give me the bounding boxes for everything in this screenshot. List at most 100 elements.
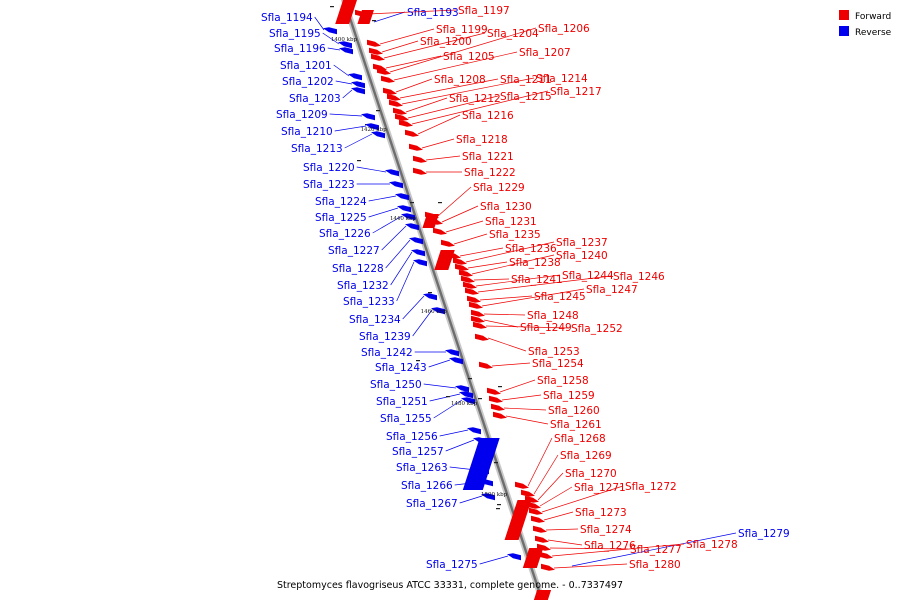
forward-gene-feature[interactable] <box>471 309 485 318</box>
reverse-gene-label[interactable]: Sfla_1251 <box>376 396 428 408</box>
forward-gene-block[interactable] <box>522 548 544 568</box>
reverse-gene-label[interactable]: Sfla_1232 <box>337 280 389 292</box>
reverse-gene-feature[interactable] <box>395 192 409 201</box>
forward-gene-feature[interactable] <box>387 93 401 102</box>
forward-gene-label[interactable]: Sfla_1261 <box>550 419 602 431</box>
forward-gene-label[interactable]: Sfla_1212 <box>449 93 501 105</box>
forward-gene-label[interactable]: Sfla_1206 <box>538 23 590 35</box>
forward-gene-label[interactable]: Sfla_1211 <box>500 74 552 86</box>
reverse-gene-label[interactable]: Sfla_1194 <box>261 12 313 24</box>
reverse-gene-feature[interactable] <box>351 86 365 95</box>
reverse-gene-label[interactable]: Sfla_1203 <box>289 93 341 105</box>
reverse-gene-feature[interactable] <box>351 80 365 89</box>
forward-gene-feature[interactable] <box>539 551 553 560</box>
forward-gene-feature[interactable] <box>469 301 483 310</box>
forward-gene-feature[interactable] <box>369 47 383 56</box>
forward-gene-label[interactable]: Sfla_1249 <box>520 322 572 334</box>
reverse-gene-feature[interactable] <box>365 122 379 131</box>
reverse-gene-label[interactable]: Sfla_1224 <box>315 196 367 208</box>
forward-gene-feature[interactable] <box>409 143 423 152</box>
reverse-gene-label[interactable]: Sfla_1228 <box>332 263 384 275</box>
forward-gene-feature[interactable] <box>393 107 407 116</box>
forward-gene-feature[interactable] <box>479 361 493 370</box>
forward-gene-feature[interactable] <box>515 481 529 490</box>
forward-gene-label[interactable]: Sfla_1238 <box>509 257 561 269</box>
reverse-gene-feature[interactable] <box>323 26 337 35</box>
reverse-gene-label[interactable]: Sfla_1223 <box>303 179 355 191</box>
reverse-gene-feature[interactable] <box>401 212 415 221</box>
reverse-gene-feature[interactable] <box>397 204 411 213</box>
forward-gene-label[interactable]: Sfla_1254 <box>532 358 584 370</box>
forward-gene-feature[interactable] <box>413 167 427 176</box>
reverse-gene-feature[interactable] <box>339 46 353 55</box>
forward-gene-label[interactable]: Sfla_1273 <box>575 507 627 519</box>
forward-gene-feature[interactable] <box>383 87 397 96</box>
forward-gene-label[interactable]: Sfla_1200 <box>420 36 472 48</box>
reverse-gene-label[interactable]: Sfla_1234 <box>349 314 401 326</box>
forward-gene-label[interactable]: Sfla_1258 <box>537 375 589 387</box>
forward-gene-label[interactable]: Sfla_1260 <box>548 405 600 417</box>
reverse-gene-feature[interactable] <box>348 72 362 81</box>
reverse-gene-label[interactable]: Sfla_1250 <box>370 379 422 391</box>
forward-gene-label[interactable]: Sfla_1236 <box>505 243 557 255</box>
reverse-gene-feature[interactable] <box>389 180 403 189</box>
reverse-gene-label[interactable]: Sfla_1201 <box>280 60 332 72</box>
forward-gene-label[interactable]: Sfla_1253 <box>528 346 580 358</box>
reverse-gene-feature[interactable] <box>445 348 459 357</box>
forward-gene-label[interactable]: Sfla_1270 <box>565 468 617 480</box>
forward-gene-feature[interactable] <box>535 535 549 544</box>
forward-gene-feature[interactable] <box>541 563 555 572</box>
forward-gene-feature[interactable] <box>533 525 547 534</box>
forward-gene-label[interactable]: Sfla_1248 <box>527 310 579 322</box>
reverse-gene-feature[interactable] <box>409 236 423 245</box>
forward-gene-block[interactable] <box>335 0 357 24</box>
reverse-gene-feature[interactable] <box>405 222 419 231</box>
forward-gene-feature[interactable] <box>527 501 541 510</box>
forward-gene-feature[interactable] <box>399 119 413 128</box>
forward-gene-label[interactable]: Sfla_1245 <box>534 291 586 303</box>
forward-gene-feature[interactable] <box>453 257 467 266</box>
forward-gene-label[interactable]: Sfla_1237 <box>556 237 608 249</box>
forward-gene-feature[interactable] <box>531 515 545 524</box>
forward-gene-label[interactable]: Sfla_1280 <box>629 559 681 571</box>
forward-gene-label[interactable]: Sfla_1274 <box>580 524 632 536</box>
reverse-gene-label[interactable]: Sfla_1193 <box>407 7 459 19</box>
forward-gene-label[interactable]: Sfla_1240 <box>556 250 608 262</box>
reverse-gene-label[interactable]: Sfla_1255 <box>380 413 432 425</box>
forward-gene-block[interactable] <box>422 214 439 228</box>
forward-gene-label[interactable]: Sfla_1222 <box>464 167 516 179</box>
forward-gene-feature[interactable] <box>389 99 403 108</box>
forward-gene-feature[interactable] <box>405 129 419 138</box>
forward-gene-label[interactable]: Sfla_1217 <box>550 86 602 98</box>
reverse-gene-label[interactable]: Sfla_1256 <box>386 431 438 443</box>
forward-gene-feature[interactable] <box>377 67 391 76</box>
forward-gene-label[interactable]: Sfla_1272 <box>625 481 677 493</box>
forward-gene-block[interactable] <box>533 590 552 600</box>
reverse-gene-label[interactable]: Sfla_1233 <box>343 296 395 308</box>
reverse-gene-label[interactable]: Sfla_1213 <box>291 143 343 155</box>
forward-gene-feature[interactable] <box>465 287 479 296</box>
forward-gene-feature[interactable] <box>489 395 503 404</box>
reverse-gene-feature[interactable] <box>361 112 375 121</box>
forward-gene-label[interactable]: Sfla_1246 <box>613 271 665 283</box>
reverse-gene-label[interactable]: Sfla_1242 <box>361 347 413 359</box>
forward-gene-feature[interactable] <box>473 321 487 330</box>
reverse-gene-label[interactable]: Sfla_1275 <box>426 559 478 571</box>
reverse-gene-label[interactable]: Sfla_1225 <box>315 212 367 224</box>
reverse-gene-label[interactable]: Sfla_1209 <box>276 109 328 121</box>
forward-gene-feature[interactable] <box>491 403 505 412</box>
reverse-gene-label[interactable]: Sfla_1202 <box>282 76 334 88</box>
forward-gene-block[interactable] <box>504 500 532 540</box>
forward-gene-feature[interactable] <box>463 281 477 290</box>
reverse-gene-label[interactable]: Sfla_1257 <box>392 446 444 458</box>
reverse-gene-label[interactable]: Sfla_1263 <box>396 462 448 474</box>
forward-gene-label[interactable]: Sfla_1271 <box>574 482 626 494</box>
forward-gene-label[interactable]: Sfla_1230 <box>480 201 532 213</box>
reverse-gene-feature[interactable] <box>459 390 473 399</box>
reverse-gene-feature[interactable] <box>467 426 481 435</box>
reverse-gene-feature[interactable] <box>413 258 427 267</box>
forward-gene-label[interactable]: Sfla_1277 <box>630 544 682 556</box>
forward-gene-feature[interactable] <box>433 227 447 236</box>
forward-gene-label[interactable]: Sfla_1229 <box>473 182 525 194</box>
reverse-gene-label[interactable]: Sfla_1239 <box>359 331 411 343</box>
